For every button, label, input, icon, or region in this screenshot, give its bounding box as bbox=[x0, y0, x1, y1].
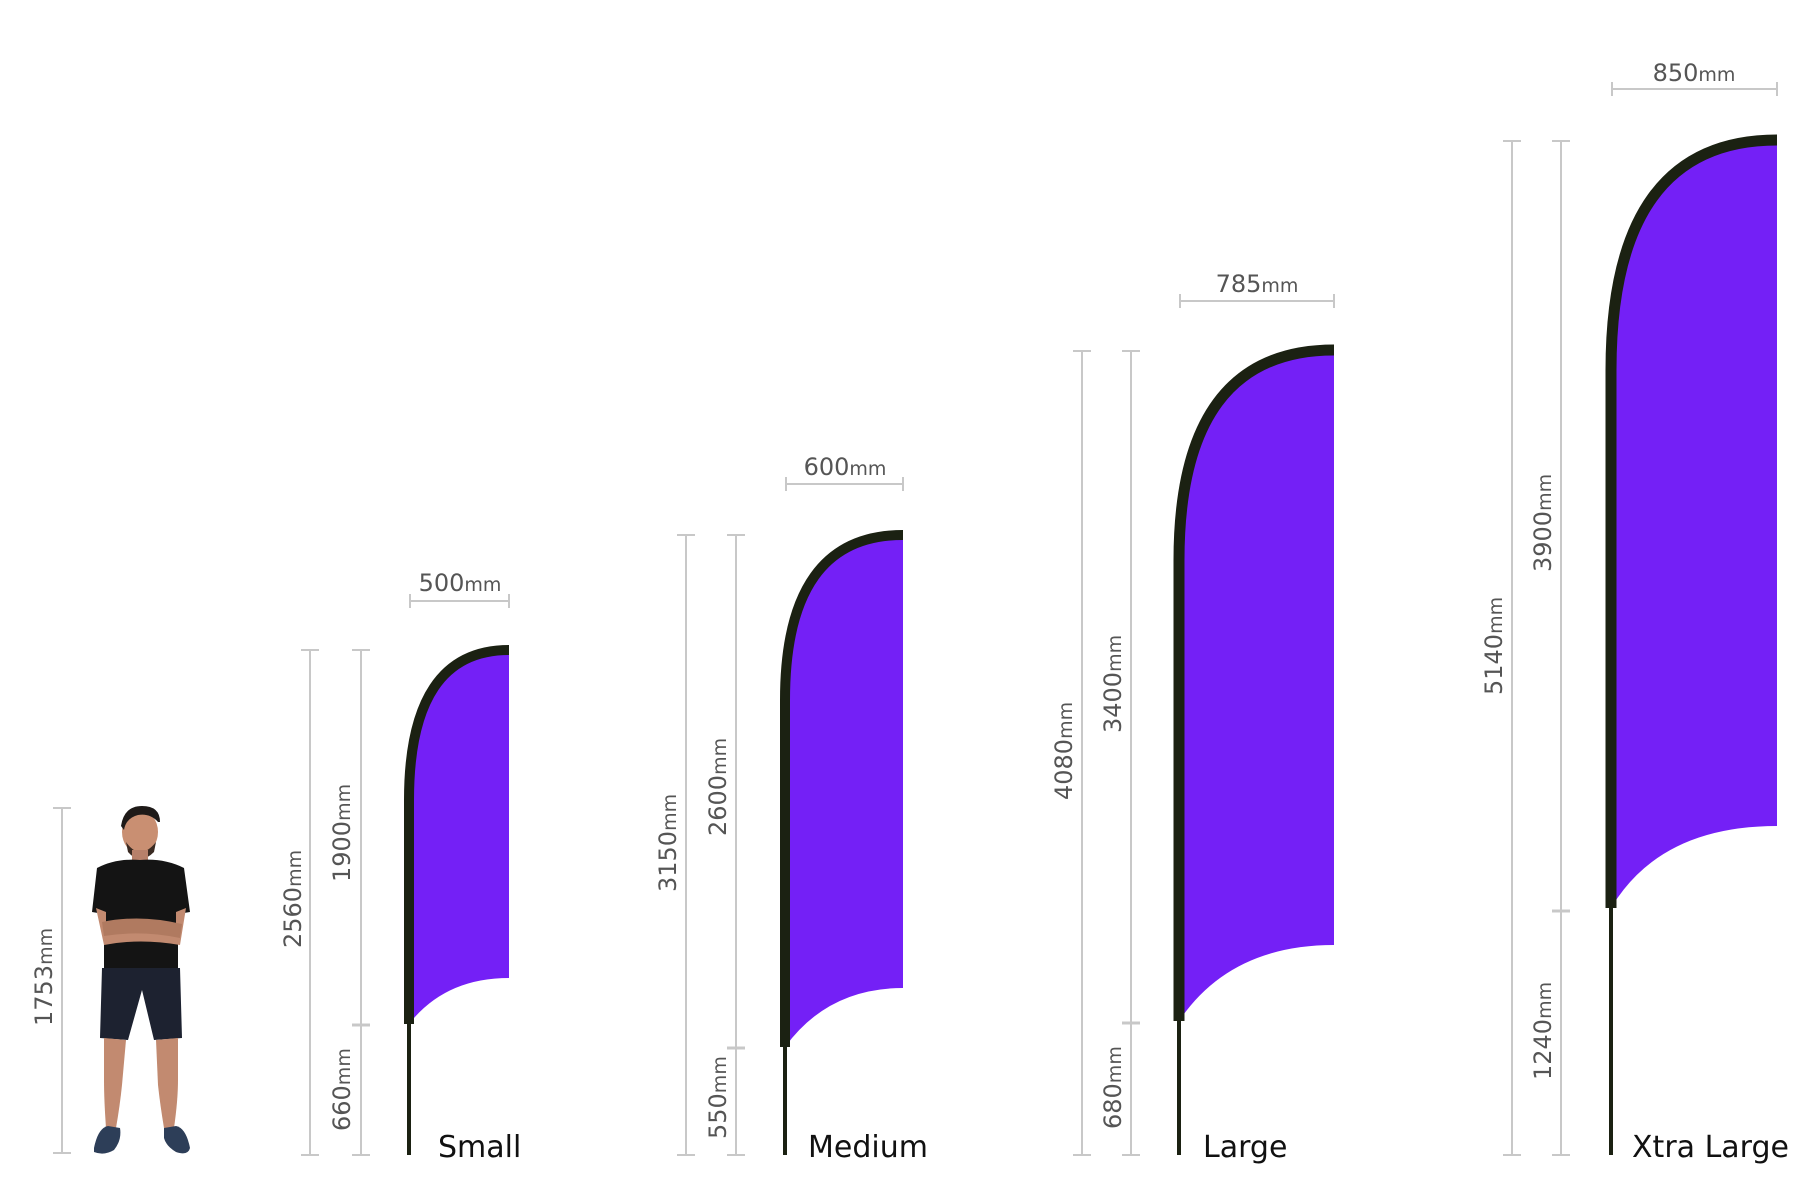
svg-text:2600mm: 2600mm bbox=[704, 738, 732, 836]
svg-text:500mm: 500mm bbox=[419, 569, 502, 597]
flag-width-dimension: 600mm bbox=[785, 453, 904, 491]
feather-flag-medium bbox=[780, 530, 904, 1155]
flag-width-unit: mm bbox=[1261, 275, 1298, 297]
flag-height-dimension: 1900mm bbox=[328, 649, 370, 1027]
flag-group-small: 2560mm 1900mm 660mm 500mm bbox=[279, 569, 521, 1165]
flag-height-dimension: 2600mm bbox=[704, 534, 745, 1050]
person-height-unit: mm bbox=[35, 928, 57, 965]
flag-height-value: 3900 bbox=[1529, 511, 1557, 572]
svg-text:3400mm: 3400mm bbox=[1099, 635, 1127, 733]
flag-height-unit: mm bbox=[709, 738, 731, 775]
total-height-dimension: 2560mm bbox=[279, 649, 319, 1156]
flag-width-value: 500 bbox=[419, 569, 465, 597]
total-height-unit: mm bbox=[1485, 597, 1507, 634]
total-height-value: 3150 bbox=[654, 831, 682, 892]
feather-flag-xtra-large bbox=[1605, 134, 1778, 1155]
size-label-xtra-large: Xtra Large bbox=[1632, 1130, 1789, 1165]
flag-group-large: 4080mm 3400mm 680mm 785mm bbox=[1050, 270, 1335, 1165]
total-height-dimension: 5140mm bbox=[1480, 140, 1521, 1156]
flag-width-unit: mm bbox=[1698, 64, 1735, 86]
pole-height-unit: mm bbox=[1104, 1046, 1126, 1083]
svg-text:850mm: 850mm bbox=[1653, 59, 1736, 87]
feather-flag-small bbox=[404, 645, 510, 1155]
svg-text:1753mm: 1753mm bbox=[30, 928, 58, 1026]
flag-height-unit: mm bbox=[333, 784, 355, 821]
flag-width-dimension: 500mm bbox=[409, 569, 510, 608]
svg-text:785mm: 785mm bbox=[1216, 270, 1299, 298]
person-height-value: 1753 bbox=[30, 965, 58, 1026]
total-height-value: 5140 bbox=[1480, 634, 1508, 695]
total-height-value: 4080 bbox=[1050, 739, 1078, 800]
person-height-dimension: 1753mm bbox=[30, 807, 71, 1154]
pole-height-value: 660 bbox=[328, 1085, 356, 1131]
flag-group-medium: 3150mm 2600mm 550mm 600mm bbox=[654, 453, 928, 1165]
svg-text:5140mm: 5140mm bbox=[1480, 597, 1508, 695]
person-reference: 1753mm bbox=[30, 806, 190, 1154]
svg-text:550mm: 550mm bbox=[704, 1056, 732, 1139]
flag-width-dimension: 785mm bbox=[1179, 270, 1335, 308]
total-height-unit: mm bbox=[1055, 702, 1077, 739]
svg-text:4080mm: 4080mm bbox=[1050, 702, 1078, 800]
flag-width-value: 850 bbox=[1653, 59, 1699, 87]
flag-height-value: 1900 bbox=[328, 821, 356, 882]
svg-text:1240mm: 1240mm bbox=[1529, 982, 1557, 1080]
person-standing-icon bbox=[92, 806, 190, 1154]
svg-text:3900mm: 3900mm bbox=[1529, 474, 1557, 572]
total-height-value: 2560 bbox=[279, 887, 307, 948]
pole-height-value: 680 bbox=[1099, 1083, 1127, 1129]
size-label-medium: Medium bbox=[808, 1130, 928, 1165]
svg-text:2560mm: 2560mm bbox=[279, 850, 307, 948]
flag-width-value: 785 bbox=[1216, 270, 1262, 298]
pole-height-unit: mm bbox=[709, 1056, 731, 1093]
pole-height-dimension: 660mm bbox=[328, 1025, 370, 1156]
flag-height-dimension: 3900mm bbox=[1529, 140, 1570, 913]
flag-height-unit: mm bbox=[1104, 635, 1126, 672]
svg-text:3150mm: 3150mm bbox=[654, 794, 682, 892]
pole-height-dimension: 680mm bbox=[1099, 1023, 1140, 1156]
pole-height-value: 550 bbox=[704, 1093, 732, 1139]
pole-height-dimension: 1240mm bbox=[1529, 911, 1570, 1156]
feather-flag-large bbox=[1173, 344, 1335, 1155]
total-height-unit: mm bbox=[659, 794, 681, 831]
flag-height-value: 3400 bbox=[1099, 672, 1127, 733]
flag-width-unit: mm bbox=[464, 574, 501, 596]
flag-width-dimension: 850mm bbox=[1611, 59, 1778, 96]
pole-height-value: 1240 bbox=[1529, 1019, 1557, 1080]
flag-group-xtra-large: 5140mm 3900mm 1240mm 850mm bbox=[1480, 59, 1789, 1165]
total-height-dimension: 4080mm bbox=[1050, 350, 1091, 1156]
svg-text:1900mm: 1900mm bbox=[328, 784, 356, 882]
pole-height-dimension: 550mm bbox=[704, 1048, 745, 1156]
flag-height-dimension: 3400mm bbox=[1099, 350, 1140, 1025]
svg-text:660mm: 660mm bbox=[328, 1048, 356, 1131]
pole-height-unit: mm bbox=[333, 1048, 355, 1085]
total-height-dimension: 3150mm bbox=[654, 534, 695, 1156]
flag-width-value: 600 bbox=[804, 453, 850, 481]
size-label-large: Large bbox=[1203, 1130, 1287, 1165]
flag-width-unit: mm bbox=[849, 458, 886, 480]
svg-text:680mm: 680mm bbox=[1099, 1046, 1127, 1129]
pole-height-unit: mm bbox=[1534, 982, 1556, 1019]
svg-text:600mm: 600mm bbox=[804, 453, 887, 481]
flag-height-value: 2600 bbox=[704, 775, 732, 836]
total-height-unit: mm bbox=[284, 850, 306, 887]
size-label-small: Small bbox=[438, 1130, 521, 1165]
flag-height-unit: mm bbox=[1534, 474, 1556, 511]
